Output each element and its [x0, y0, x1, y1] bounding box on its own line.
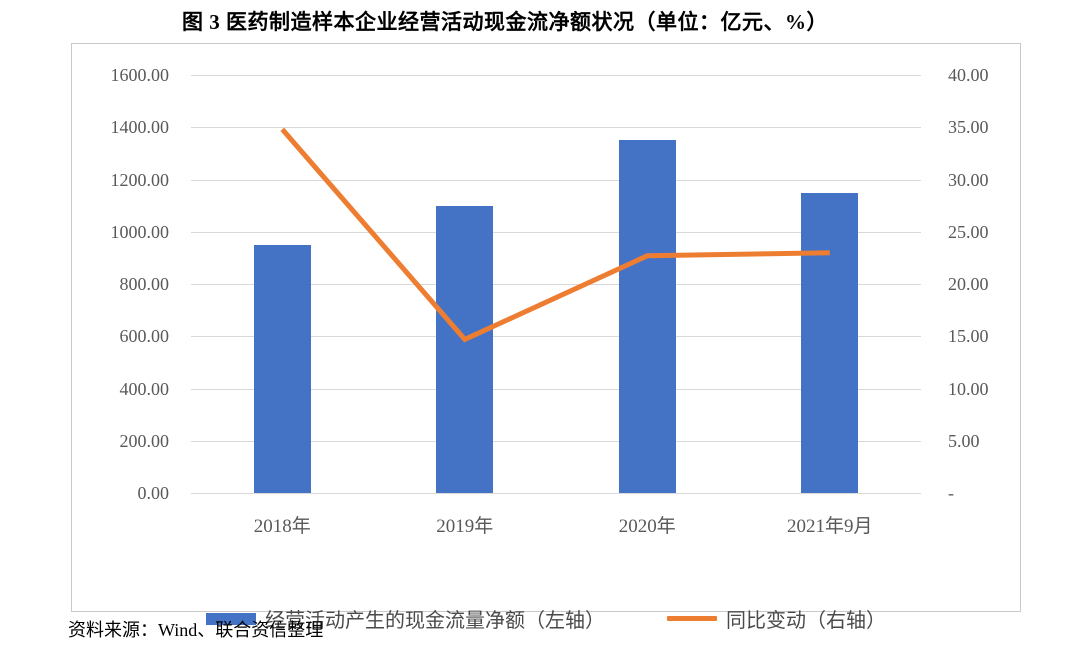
left-axis-tick-label: 1600.00	[110, 65, 170, 85]
gridline	[191, 388, 921, 390]
gridline	[191, 127, 921, 129]
left-axis-tick-label: 1400.00	[110, 117, 170, 138]
left-axis-tick-label: 0.00	[137, 483, 170, 503]
right-axis-tick-label: 30.00	[948, 169, 989, 190]
bar-2019年	[436, 205, 494, 493]
legend-label: 同比变动（右轴）	[726, 610, 886, 632]
left-axis-tick-label: 1000.00	[110, 221, 170, 242]
right-axis-tick-label: -	[948, 483, 954, 503]
bar-2020年	[618, 140, 676, 493]
left-axis-tick-label: 600.00	[119, 326, 170, 347]
gridline	[191, 440, 921, 442]
gridline	[191, 493, 921, 494]
bar-2021年9月	[801, 192, 859, 493]
bar-2018年	[253, 244, 311, 493]
chart-legend: 经营活动产生的现金流量净额（左轴） 同比变动（右轴）	[72, 604, 1020, 633]
x-axis-label: 2021年9月	[786, 516, 873, 537]
legend-label: 经营活动产生的现金流量净额（左轴）	[265, 610, 605, 632]
trend-line	[280, 127, 830, 343]
chart-frame: 1600.00 1400.00 1200.00 1000.00 800.00 600.00…	[71, 43, 1021, 632]
legend-bar-swatch-icon	[206, 612, 256, 625]
right-axis-tick-label: 10.00	[948, 378, 989, 399]
left-axis-tick-label: 1200.00	[110, 169, 170, 190]
left-axis-tick-label: 400.00	[119, 378, 170, 399]
legend-line-swatch-icon	[667, 616, 717, 621]
source-note: 资料来源：Wind、联合资信整理	[68, 620, 324, 640]
right-axis-tick-label: 35.00	[948, 117, 989, 138]
gridline	[191, 179, 921, 181]
left-axis-tick-label: 800.00	[119, 274, 170, 294]
gridline	[191, 231, 921, 233]
figure-title: 图 3 医药制造样本企业经营活动现金流净额状况（单位：亿元、%）	[182, 10, 828, 34]
right-axis-tick-label: 25.00	[948, 221, 989, 242]
x-axis-label: 2020年	[618, 516, 676, 537]
right-axis-tick-label: 15.00	[948, 326, 989, 347]
x-axis-label: 2019年	[436, 516, 494, 537]
x-axis-label: 2018年	[253, 516, 311, 537]
right-axis-tick-label: 40.00	[948, 65, 989, 85]
gridline	[191, 336, 921, 338]
gridline	[191, 75, 921, 76]
legend-item: 同比变动（右轴）	[667, 604, 886, 633]
legend-item: 经营活动产生的现金流量净额（左轴）	[206, 604, 605, 633]
right-axis-tick-label: 5.00	[948, 430, 980, 451]
left-axis-tick-label: 200.00	[119, 430, 170, 451]
gridline	[191, 284, 921, 285]
trend-line-layer	[280, 127, 830, 343]
right-axis-tick-label: 20.00	[948, 274, 989, 294]
